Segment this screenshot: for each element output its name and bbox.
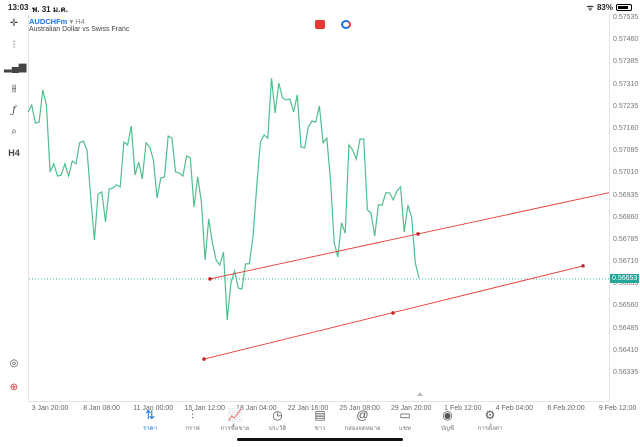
symbol-description: Australian Dollar vs Swiss Franc bbox=[29, 26, 130, 33]
y-tick-label: 0.57310 bbox=[613, 80, 639, 88]
nav-item-chart[interactable]: ⫶ กราฟ bbox=[173, 408, 213, 433]
battery-icon bbox=[616, 4, 632, 11]
y-tick-label: 0.56335 bbox=[613, 369, 639, 376]
trade-icon: 📈 bbox=[227, 408, 243, 422]
y-tick-label: 0.57160 bbox=[613, 124, 639, 132]
status-time: 13:03 bbox=[8, 3, 29, 12]
nav-label: แชท bbox=[399, 426, 411, 432]
y-tick-label: 0.56410 bbox=[613, 346, 639, 354]
nav-item-trade[interactable]: 📈 การซื้อขาย bbox=[215, 408, 255, 433]
crosshair-icon[interactable]: ✛ bbox=[9, 18, 19, 29]
left-toolbar: ✛ ⫶ ▂▄▆ ⫵ ƒ ⌕ H4 ◎ ⊕ bbox=[0, 14, 28, 402]
nav-label: ราคา bbox=[143, 426, 157, 432]
one-click-trading-icon[interactable] bbox=[315, 20, 325, 29]
candles-icon[interactable]: ⫶ bbox=[12, 40, 16, 51]
nav-item-settings[interactable]: ⚙ การตั้งค่า bbox=[470, 408, 510, 433]
x-tick-label: 8 Jan 08:00 bbox=[83, 405, 120, 412]
y-tick-label: 0.56710 bbox=[613, 258, 639, 266]
y-tick-label: 0.57085 bbox=[613, 147, 639, 155]
y-tick-label: 0.57535 bbox=[613, 14, 639, 21]
trendline-anchor bbox=[202, 357, 206, 361]
chat-bubble-icon[interactable]: ◎ bbox=[9, 358, 19, 369]
nav-label: กล่องจดหมาย bbox=[344, 426, 381, 432]
status-bar: 13:03 พ. 31 ม.ค. ᯤ 83% bbox=[0, 0, 640, 14]
y-tick-label: 0.56560 bbox=[613, 302, 639, 310]
x-tick-label: 15 Jan 12:00 bbox=[184, 405, 226, 412]
y-tick-label: 0.57460 bbox=[613, 36, 639, 44]
y-tick-label: 0.56935 bbox=[613, 191, 639, 199]
scroll-marker-icon bbox=[417, 392, 423, 396]
price-line bbox=[27, 78, 420, 321]
trendline-anchor bbox=[208, 277, 212, 281]
status-date: พ. 31 ม.ค. bbox=[32, 5, 68, 14]
x-tick-label: 4 Feb 04:00 bbox=[495, 405, 534, 412]
battery-percent: 83% bbox=[596, 3, 613, 12]
current-price-label: 0.56653 bbox=[610, 274, 640, 283]
x-tick-label: 1 Feb 12:00 bbox=[444, 405, 482, 412]
y-tick-label: 0.57235 bbox=[613, 102, 639, 110]
timeframe-button[interactable]: H4 bbox=[8, 148, 20, 158]
y-tick-label: 0.56485 bbox=[613, 324, 639, 332]
symbol-title[interactable]: AUDCHFm ▾ H4 bbox=[29, 17, 85, 26]
bottom-nav: ⇅ ราคา ⫶ กราฟ 📈 การซื้อขาย ◷ ประวัติ ▤ ข่าว @ กล่อง… bbox=[130, 408, 510, 433]
objects-icon[interactable]: ⌕ bbox=[11, 126, 17, 137]
nav-item-news[interactable]: ▤ ข่าว bbox=[300, 408, 340, 433]
mailbox-icon: @ bbox=[356, 408, 369, 422]
nav-label: ประวัติ bbox=[268, 426, 287, 432]
home-indicator[interactable] bbox=[237, 438, 403, 441]
y-tick-label: 0.56860 bbox=[613, 213, 639, 221]
nav-item-quotes[interactable]: ⇅ ราคา bbox=[130, 408, 170, 433]
x-tick-label: 18 Jan 04:00 bbox=[236, 405, 277, 412]
trendline-upper bbox=[209, 192, 610, 280]
indicators-icon[interactable]: ⫵ bbox=[11, 83, 17, 94]
signal-icon[interactable] bbox=[341, 20, 351, 29]
x-tick-label: 29 Jan 20:00 bbox=[390, 405, 432, 412]
y-tick-label: 0.56635 bbox=[613, 280, 639, 288]
x-tick-label: 6 Feb 20:00 bbox=[547, 405, 585, 412]
nav-item-mailbox[interactable]: @ กล่องจดหมาย bbox=[343, 408, 383, 433]
trade-logo-icon[interactable]: ⊕ bbox=[9, 382, 19, 393]
chart-area[interactable] bbox=[28, 14, 610, 402]
wifi-icon: ᯤ bbox=[586, 3, 594, 12]
y-tick-label: 0.57010 bbox=[613, 169, 639, 177]
nav-label: การซื้อขาย bbox=[220, 426, 250, 432]
x-tick-label: 9 Feb 12:00 bbox=[598, 405, 637, 412]
nav-item-account[interactable]: ◉ บัญชี bbox=[428, 408, 468, 433]
nav-item-chat[interactable]: ▭ แชท bbox=[385, 408, 425, 433]
trendline-anchor bbox=[416, 232, 420, 236]
settings-icon: ⚙ bbox=[484, 408, 496, 422]
nav-item-history[interactable]: ◷ ประวัติ bbox=[258, 408, 298, 433]
chart-type-icon[interactable]: ▂▄▆ bbox=[4, 62, 27, 73]
news-icon: ▤ bbox=[314, 408, 326, 422]
quotes-icon: ⇅ bbox=[144, 408, 156, 422]
x-tick-label: 22 Jan 16:00 bbox=[287, 405, 329, 412]
chat-icon: ▭ bbox=[399, 408, 411, 422]
function-icon[interactable]: ƒ bbox=[12, 105, 16, 116]
y-tick-label: 0.56785 bbox=[613, 235, 639, 243]
nav-label: บัญชี bbox=[441, 426, 454, 432]
account-icon: ◉ bbox=[442, 408, 453, 422]
nav-label: กราฟ bbox=[185, 426, 200, 432]
history-icon: ◷ bbox=[272, 408, 283, 422]
y-tick-label: 0.57385 bbox=[613, 58, 639, 66]
x-tick-label: 25 Jan 08:00 bbox=[339, 405, 380, 412]
trendline-anchor bbox=[581, 264, 585, 268]
nav-label: ข่าว bbox=[314, 426, 326, 432]
nav-label: การตั้งค่า bbox=[477, 426, 503, 432]
x-tick-label: 11 Jan 00:00 bbox=[133, 405, 174, 412]
x-tick-label: 3 Jan 20:00 bbox=[31, 405, 69, 412]
chart-icon: ⫶ bbox=[190, 408, 194, 422]
trendline-anchor bbox=[391, 311, 395, 315]
